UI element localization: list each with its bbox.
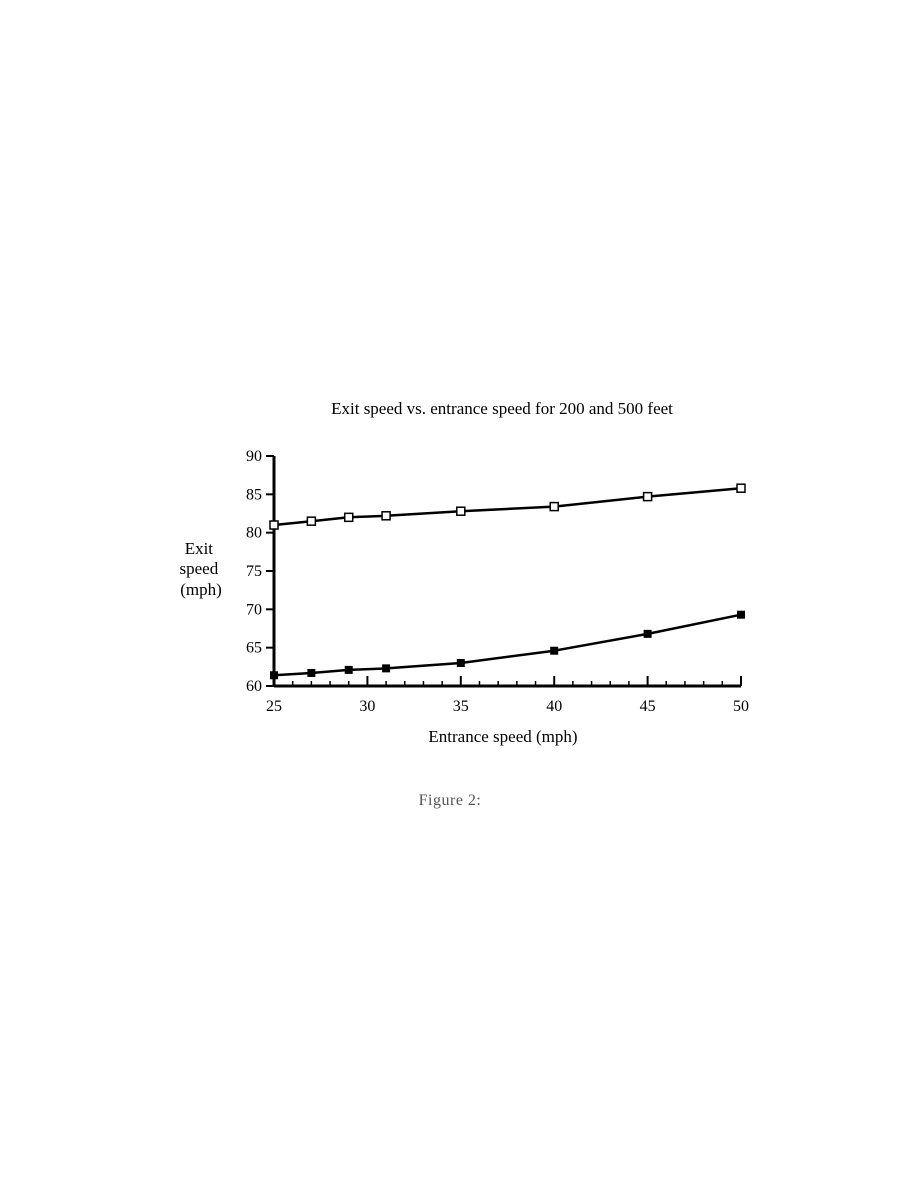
series-1-line <box>273 486 742 527</box>
x-tick-label: 25 <box>266 698 282 715</box>
series-1-point <box>549 501 559 512</box>
series-2-point <box>456 659 465 667</box>
series-group <box>269 483 746 680</box>
series-2 <box>270 610 745 680</box>
series-1-point <box>456 506 466 516</box>
x-tick-label: 50 <box>733 698 749 715</box>
figure-caption: Figure 2: <box>418 792 482 809</box>
series-2-point <box>382 664 391 673</box>
series-1-point <box>306 516 317 526</box>
y-tick-label: 65 <box>246 640 262 657</box>
x-axis-label: Entrance speed (mph) <box>428 727 577 746</box>
series-2-point <box>270 671 278 680</box>
series-2-point <box>550 646 559 655</box>
series-1-point <box>642 491 653 502</box>
series-2-point <box>737 610 745 619</box>
series-2-line <box>273 613 742 677</box>
series-2-point <box>307 668 316 677</box>
y-tick-label: 70 <box>246 601 262 618</box>
y-axis-label: Exit speed (mph) <box>180 539 223 599</box>
x-tick-label: 45 <box>640 698 656 715</box>
y-tick-label: 85 <box>246 486 262 503</box>
series-1-point <box>736 483 746 493</box>
x-tick-label: 35 <box>453 698 469 715</box>
series-1-point <box>269 520 279 530</box>
series-2-point <box>643 629 652 638</box>
x-tick-label: 40 <box>546 698 562 715</box>
series-2-point <box>344 665 353 674</box>
series-1-point <box>343 512 354 523</box>
y-axis-label-line-1: Exit <box>185 539 214 558</box>
y-tick-label: 60 <box>246 678 262 695</box>
x-tick-label: 30 <box>359 698 375 715</box>
y-tick-label: 90 <box>246 448 262 465</box>
y-tick-label: 75 <box>246 563 262 580</box>
y-axis-label-line-3: (mph) <box>180 580 222 599</box>
y-tick-label: 80 <box>246 525 262 542</box>
chart-title: Exit speed vs. entrance speed for 200 an… <box>331 399 673 418</box>
series-1 <box>269 483 746 530</box>
y-axis-label-line-2: speed <box>180 559 219 578</box>
y-ticks: 60 65 70 75 80 85 90 <box>246 448 274 695</box>
series-1-point <box>381 511 391 521</box>
axes <box>272 456 741 688</box>
x-ticks: 25 30 35 40 45 50 <box>266 676 749 715</box>
